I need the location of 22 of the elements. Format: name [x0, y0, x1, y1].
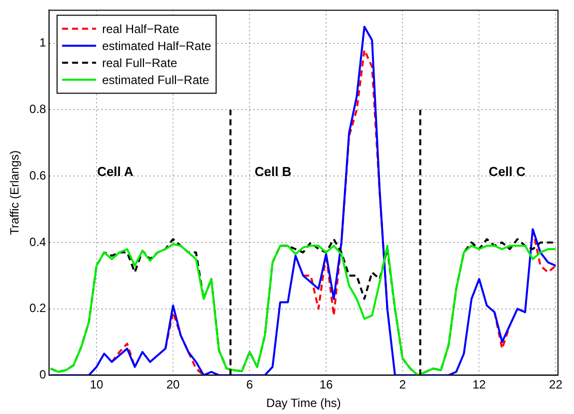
y-tick-label: 0.6	[29, 168, 46, 182]
y-tick-label: 1	[39, 36, 46, 50]
legend-label: estimated Full−Rate	[102, 73, 210, 88]
annotation: Cell C	[488, 164, 526, 180]
y-tick-label: 0.2	[29, 301, 46, 316]
y-tick-label: 0.4	[29, 234, 46, 249]
annotation: Cell B	[254, 164, 292, 180]
legend-label: estimated Half−Rate	[102, 39, 212, 54]
x-tick-label: 10	[90, 378, 104, 392]
y-tick-label: 0	[39, 368, 46, 382]
annotation: Cell A	[97, 164, 134, 180]
x-tick-label: 22	[549, 378, 563, 392]
legend-label: real Full−Rate	[102, 56, 178, 70]
y-axis-title: Traffic (Erlangs)	[8, 150, 22, 236]
x-axis-title: Day Time (hs)	[266, 396, 341, 410]
x-tick-label: 16	[319, 378, 334, 392]
x-tick-label: 20	[166, 378, 180, 392]
x-tick-label: 6	[246, 378, 254, 392]
y-tick-label: 0.8	[29, 102, 46, 116]
x-tick-label: 2	[399, 378, 406, 392]
x-tick-label: 12	[472, 378, 486, 392]
legend-label: real Half−Rate	[102, 22, 180, 36]
